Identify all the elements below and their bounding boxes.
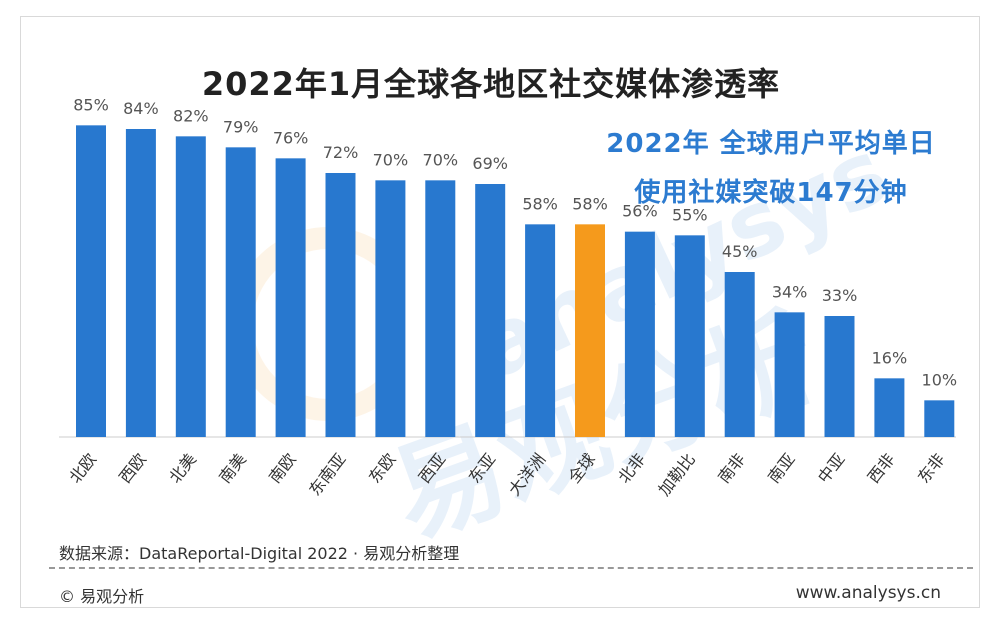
footer-divider	[49, 567, 973, 569]
data-label-14: 34%	[772, 282, 808, 301]
bar-8	[475, 184, 506, 437]
category-label-4: 南欧	[265, 450, 300, 487]
bar-chart: 85% 北欧 84% 西欧 82% 北美 79% 南美 76% 南欧 72% 东南亚 70% 东欧 70% 西…	[59, 95, 958, 500]
chart-card: analysys 易观分析 2022年1月全球各地区社交媒体渗透率 2022年 …	[20, 16, 980, 608]
data-label-9: 58%	[522, 194, 558, 213]
bar-11	[624, 231, 655, 437]
bar-15	[824, 316, 855, 437]
category-label-5: 东南亚	[305, 450, 350, 500]
data-label-13: 45%	[722, 242, 758, 261]
category-label-14: 南亚	[764, 450, 799, 487]
data-label-12: 55%	[672, 205, 708, 224]
bar-5	[325, 173, 356, 437]
data-label-10: 58%	[572, 194, 608, 213]
bar-16	[874, 378, 905, 437]
category-label-2: 北美	[165, 450, 200, 487]
data-label-5: 72%	[323, 143, 359, 162]
bar-6	[375, 180, 406, 438]
category-label-1: 西欧	[115, 450, 150, 487]
website-link[interactable]: www.analysys.cn	[795, 583, 941, 603]
data-label-17: 10%	[922, 370, 958, 389]
category-label-6: 东欧	[365, 450, 400, 487]
category-label-15: 中亚	[814, 450, 849, 487]
annotation-line-1: 2022年 全球用户平均单日	[606, 129, 936, 159]
bar-3	[225, 147, 256, 438]
bar-9	[525, 224, 556, 437]
bar-2	[175, 136, 206, 437]
data-label-3: 79%	[223, 117, 259, 136]
category-label-3: 南美	[215, 450, 250, 487]
category-label-13: 南非	[714, 450, 749, 487]
data-label-8: 69%	[472, 154, 508, 173]
bar-1	[125, 129, 156, 437]
data-label-2: 82%	[173, 106, 209, 125]
bar-12	[674, 235, 705, 437]
category-label-16: 西非	[864, 450, 899, 487]
category-label-10: 全球	[564, 450, 599, 487]
data-label-4: 76%	[273, 128, 309, 147]
data-label-11: 56%	[622, 202, 658, 221]
category-label-11: 北非	[614, 450, 649, 487]
data-label-7: 70%	[423, 150, 459, 169]
copyright: © 易观分析	[59, 587, 145, 606]
category-label-17: 东非	[914, 450, 949, 487]
bar-13	[724, 272, 755, 437]
chart-title: 2022年1月全球各地区社交媒体渗透率	[201, 65, 781, 103]
data-label-6: 70%	[373, 150, 409, 169]
data-label-16: 16%	[872, 348, 908, 367]
bar-14	[774, 312, 805, 437]
data-label-15: 33%	[822, 286, 858, 305]
bar-7	[425, 180, 456, 438]
annotation-line-2: 使用社媒突破147分钟	[634, 178, 908, 208]
category-label-8: 东亚	[465, 450, 500, 487]
category-label-9: 大洋洲	[505, 450, 550, 500]
category-label-0: 北欧	[65, 450, 100, 487]
category-label-7: 西亚	[415, 450, 450, 487]
source-note: 数据来源：DataReportal-Digital 2022 · 易观分析整理	[59, 544, 460, 563]
data-label-0: 85%	[73, 95, 109, 114]
bar-4	[275, 158, 306, 438]
bar-17	[924, 400, 955, 437]
data-label-1: 84%	[123, 99, 159, 118]
bar-0	[76, 125, 106, 437]
bar-10	[575, 224, 605, 437]
category-label-12: 加勒比	[654, 450, 699, 500]
